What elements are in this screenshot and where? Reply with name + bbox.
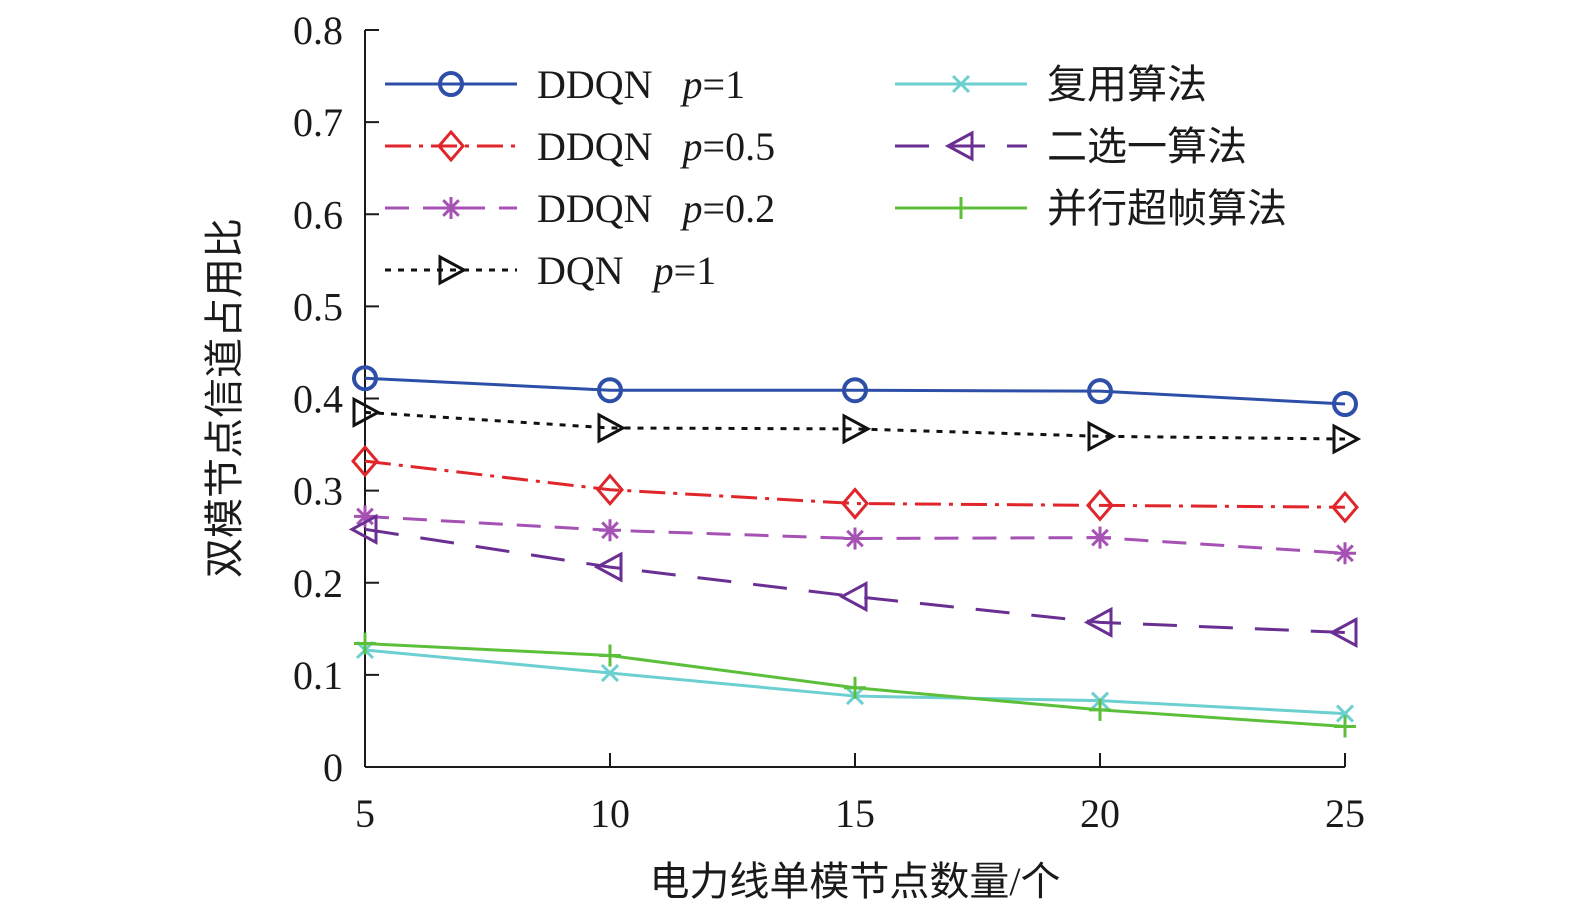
data-point	[844, 676, 866, 699]
x-tick-label: 15	[835, 791, 875, 836]
data-point	[352, 365, 378, 392]
series-line	[364, 459, 1346, 509]
data-point	[1087, 420, 1117, 452]
data-point	[1083, 606, 1113, 638]
legend-marker	[440, 197, 462, 219]
data-point	[1328, 616, 1358, 649]
data-point	[842, 377, 868, 404]
data-point	[597, 377, 623, 404]
legend-label: DDQN p=1	[537, 62, 745, 107]
series-5	[348, 513, 1358, 649]
legend-marker	[950, 197, 972, 219]
data-point	[352, 396, 382, 428]
legend-item: DQN p=1	[385, 248, 716, 293]
x-axis-title: 电力线单模节点数量/个	[649, 859, 1060, 904]
legend-label: DQN p=1	[537, 248, 716, 293]
legend-marker	[951, 74, 971, 94]
data-point	[1331, 490, 1359, 524]
legend-label: DDQN p=0.5	[537, 124, 775, 169]
x-tick-label: 25	[1325, 791, 1365, 836]
series-layer	[348, 365, 1362, 738]
data-point	[351, 444, 379, 478]
x-tick-label: 10	[590, 791, 630, 836]
legend: DDQN p=1 DDQN p=0.5 DDQN p=0.2 DQN p=1 复用算法二选一算法…	[385, 62, 1287, 293]
legend-item: 并行超帧算法	[895, 186, 1287, 231]
legend-item: DDQN p=0.5	[385, 124, 775, 169]
y-tick-label: 0.5	[293, 284, 343, 329]
legend-marker	[437, 129, 465, 163]
data-point	[597, 412, 627, 444]
data-point	[1089, 526, 1111, 549]
data-point	[838, 581, 868, 613]
data-point	[348, 513, 378, 545]
legend-label: 复用算法	[1047, 62, 1207, 107]
y-axis-title: 双模节点信道占用比	[202, 218, 247, 578]
data-point	[1334, 542, 1356, 565]
data-point	[600, 663, 620, 683]
y-tick-label: 0.6	[293, 192, 343, 237]
x-tick-label: 5	[355, 791, 375, 836]
series-3	[352, 396, 1362, 455]
y-tick-label: 0.4	[293, 377, 343, 422]
data-point	[844, 527, 866, 550]
legend-marker	[944, 130, 974, 162]
data-point	[593, 551, 623, 583]
y-tick-label: 0.8	[293, 8, 343, 53]
legend-item: 二选一算法	[895, 124, 1247, 169]
data-point	[1086, 489, 1114, 522]
y-tick-label: 0.7	[293, 100, 343, 145]
legend-label: 并行超帧算法	[1047, 186, 1287, 231]
legend-label: DDQN p=0.2	[537, 186, 775, 231]
legend-item: 复用算法	[895, 62, 1207, 107]
data-point	[596, 473, 624, 507]
legend-item: DDQN p=0.2	[385, 186, 775, 231]
data-point	[354, 632, 376, 655]
y-tick-label: 0	[323, 745, 343, 790]
legend-marker	[438, 254, 468, 286]
legend-item: DDQN p=1	[385, 62, 745, 107]
legend-label: 二选一算法	[1047, 124, 1247, 169]
data-point	[1334, 715, 1356, 738]
data-point	[1335, 704, 1355, 723]
data-point	[842, 413, 872, 445]
series-1	[351, 444, 1359, 524]
x-ticks: 5 10 15 20 25	[355, 753, 1365, 836]
series-2	[354, 505, 1356, 565]
data-point	[599, 519, 621, 542]
y-tick-label: 0.1	[293, 653, 343, 698]
data-point	[1332, 391, 1358, 418]
series-line	[364, 514, 1346, 555]
y-ticks: 0 0.1 0.2 0.3 0.4 0.5 0.6 0.7 0.8	[293, 8, 379, 790]
series-0	[352, 365, 1358, 418]
data-point	[1089, 698, 1111, 721]
y-tick-label: 0.2	[293, 561, 343, 606]
data-point	[841, 487, 869, 520]
series-6	[354, 632, 1356, 738]
data-point	[599, 644, 621, 667]
data-point	[1087, 378, 1113, 405]
data-point	[1332, 423, 1362, 455]
series-line	[364, 376, 1346, 406]
y-tick-label: 0.3	[293, 469, 343, 514]
x-tick-label: 20	[1080, 791, 1120, 836]
legend-marker	[438, 71, 464, 97]
